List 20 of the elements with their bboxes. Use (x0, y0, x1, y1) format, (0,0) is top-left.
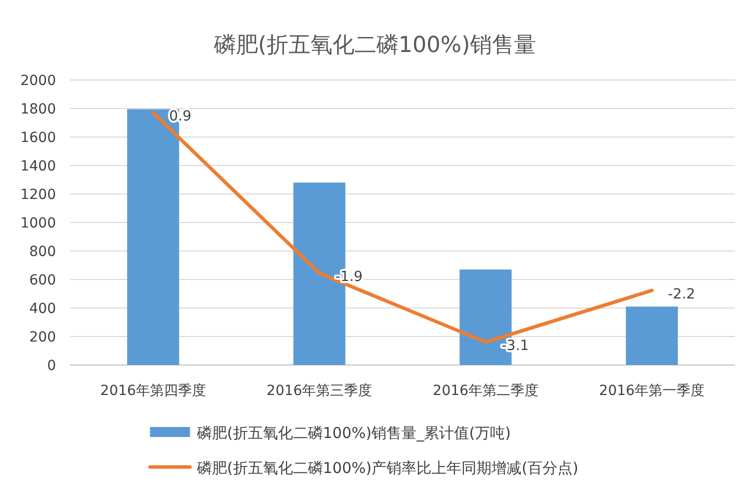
y-tick-label: 1200 (20, 187, 56, 203)
y-tick-label: 1600 (20, 130, 56, 146)
y-tick-label: 1000 (20, 216, 56, 232)
y-tick-label: 600 (29, 272, 56, 288)
y-tick-label: 2000 (20, 73, 56, 89)
legend-label: 磷肥(折五氧化二磷100%)产销率比上年同期增减(百分点) (196, 459, 578, 477)
data-label: -2.2 (668, 286, 696, 302)
y-tick-label: 0 (47, 358, 56, 374)
chart-title: 磷肥(折五氧化二磷100%)销售量 (212, 33, 536, 58)
y-tick-label: 400 (29, 301, 56, 317)
bar (626, 306, 678, 365)
x-tick-label: 2016年第一季度 (599, 383, 705, 399)
legend-label: 磷肥(折五氧化二磷100%)销售量_累计值(万吨) (196, 424, 511, 442)
x-tick-label: 2016年第四季度 (100, 383, 206, 399)
x-tick-label: 2016年第二季度 (432, 383, 538, 399)
y-tick-label: 800 (29, 244, 56, 260)
y-tick-label: 1400 (20, 158, 56, 174)
x-tick-label: 2016年第三季度 (266, 383, 372, 399)
y-tick-label: 200 (29, 330, 56, 346)
y-tick-label: 1800 (20, 102, 56, 118)
